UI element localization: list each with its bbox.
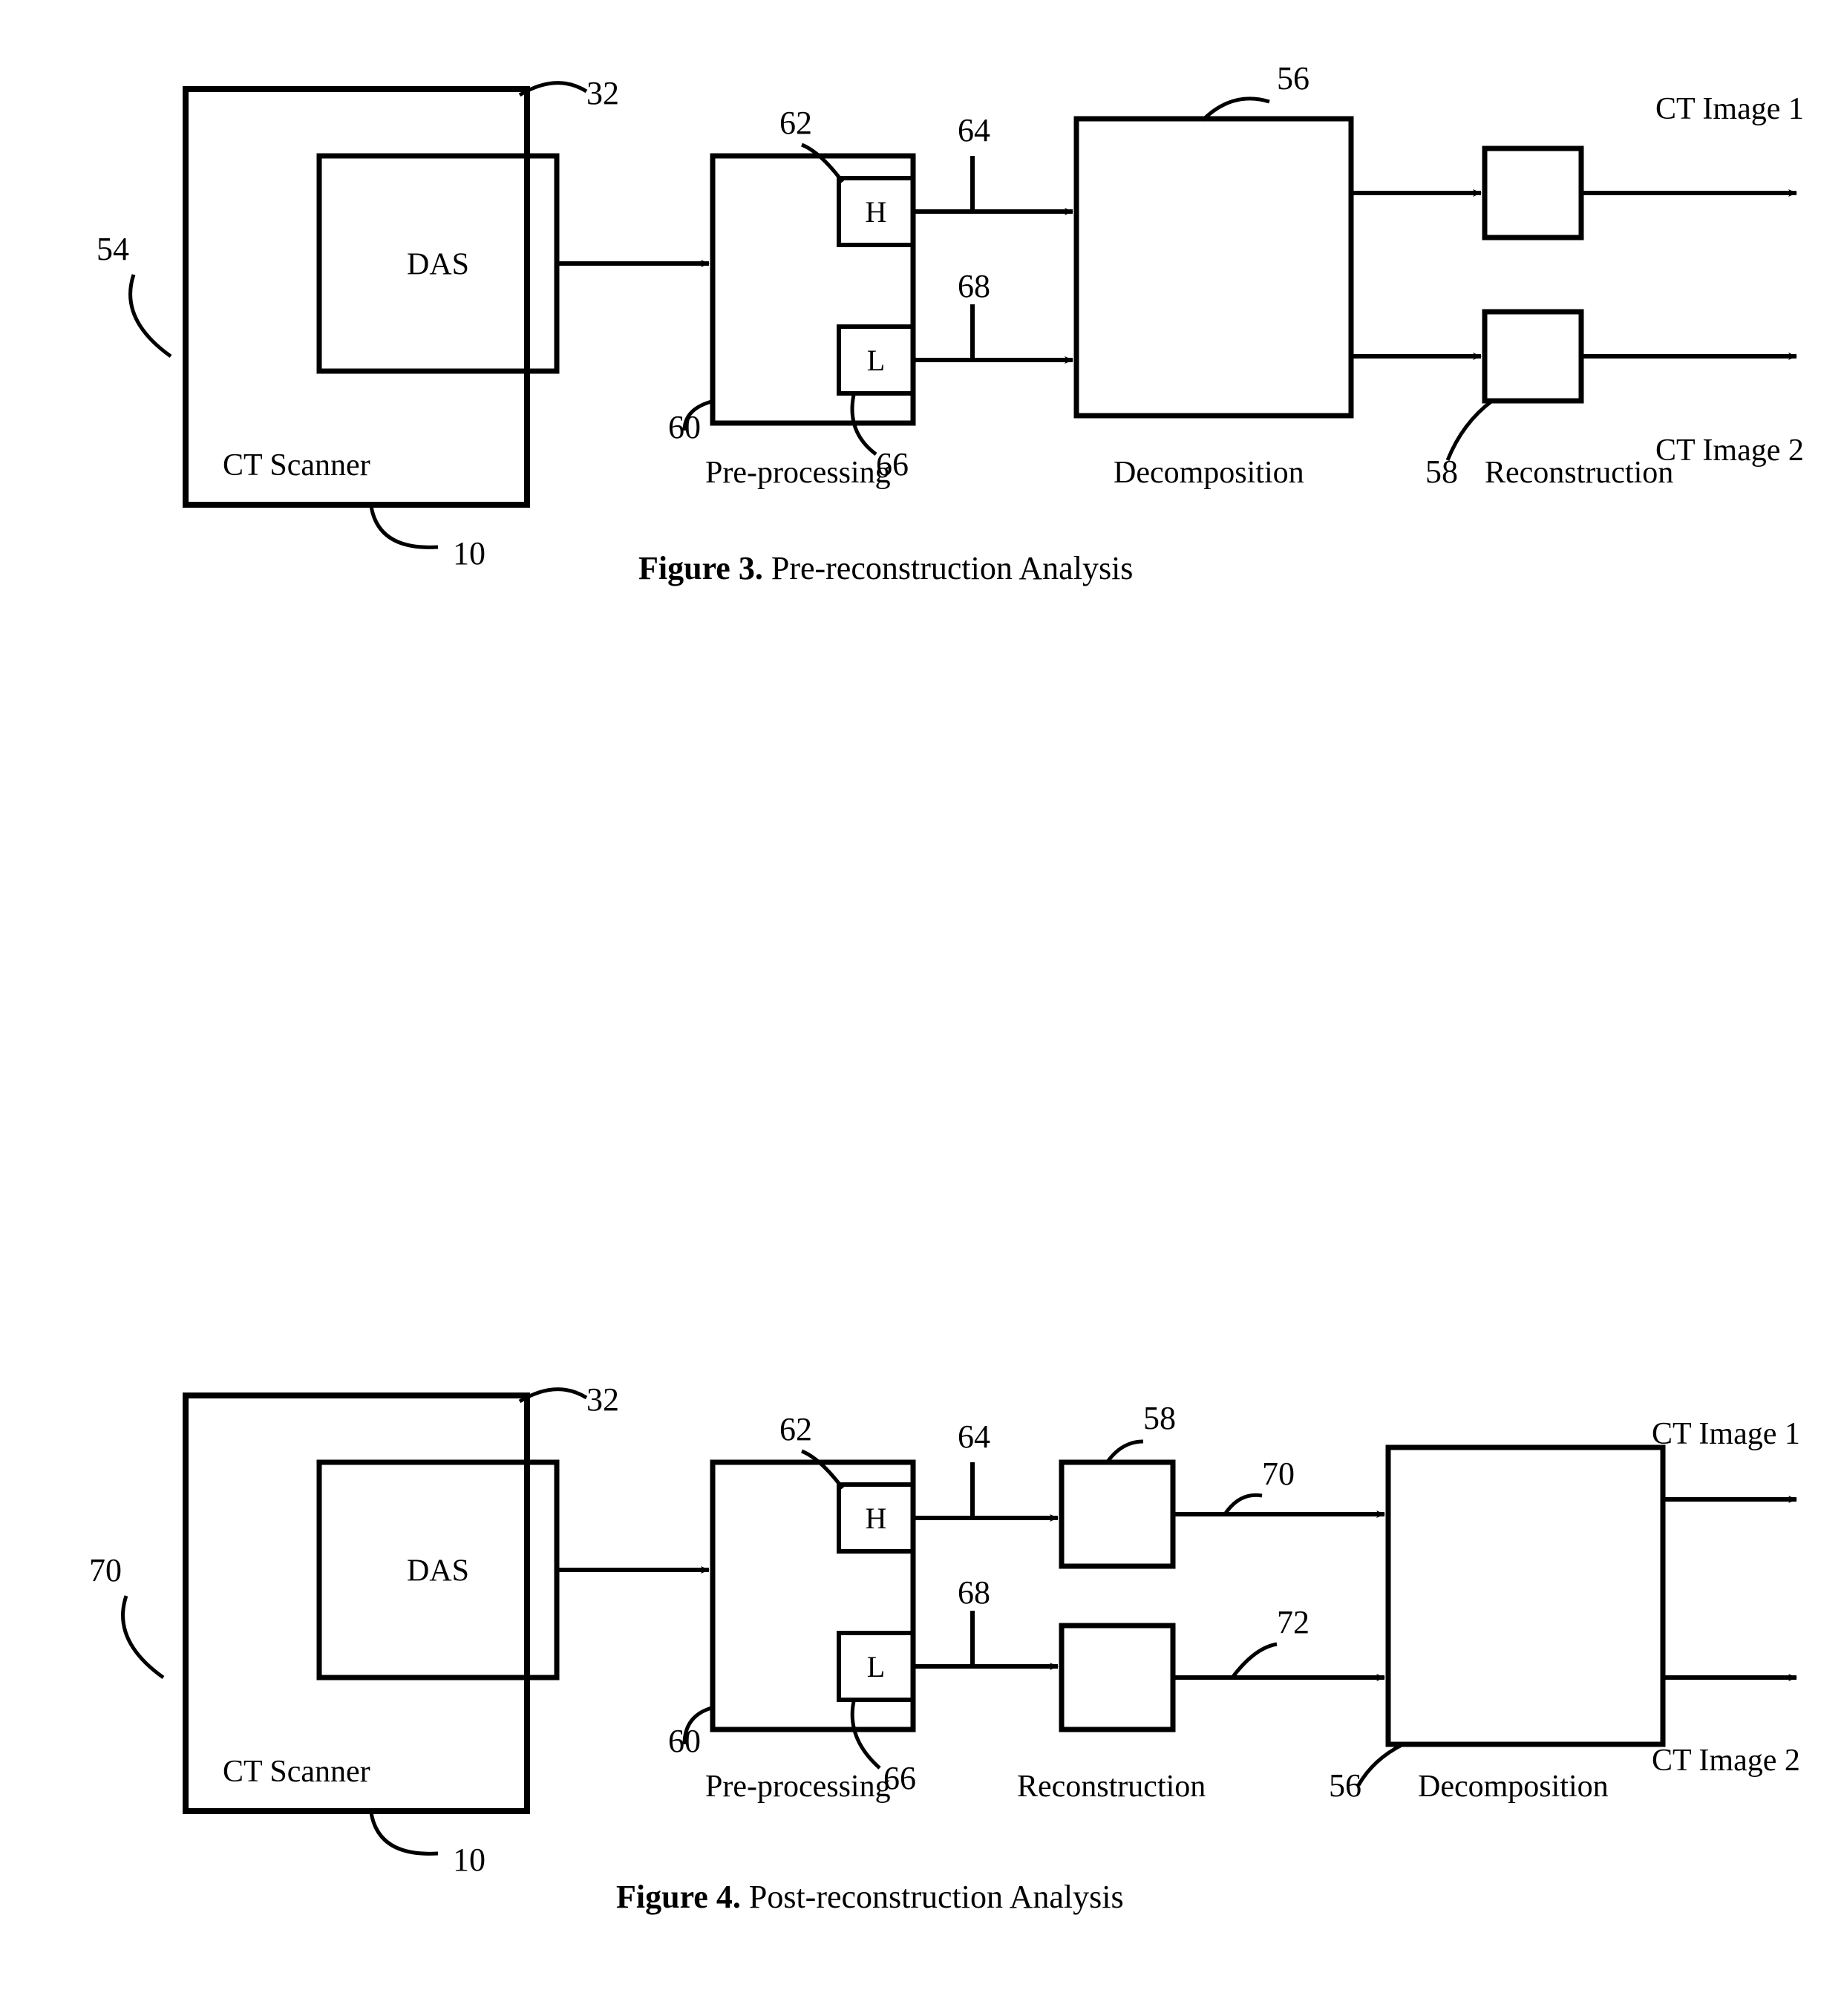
stage4-label: Decomposition	[1418, 1770, 1609, 1804]
callout-ref-56: 56	[1277, 60, 1310, 96]
callout-leader	[1225, 1495, 1262, 1514]
callout-leader	[802, 1451, 843, 1488]
das-label: DAS	[407, 1554, 469, 1588]
callout-leader	[371, 506, 438, 547]
fig3: DAS CT Scanner Pre-processing H L Decompositi…	[97, 60, 1804, 586]
output-bottom-label: CT Image 2	[1652, 1744, 1800, 1778]
l-label: L	[867, 344, 885, 377]
callout-ref-56: 56	[1329, 1767, 1361, 1804]
figure-caption: Figure 4. Post-reconstruction Analysis	[616, 1879, 1124, 1915]
callout-ref-60: 60	[668, 409, 701, 445]
ct-scanner-box	[186, 1395, 527, 1811]
stage4-bot-box	[1485, 312, 1581, 401]
callout-ref-68: 68	[958, 1574, 990, 1611]
callout-ref-62: 62	[779, 105, 812, 141]
callout-ref-70: 70	[1262, 1456, 1295, 1492]
output-bottom-label: CT Image 2	[1655, 433, 1804, 468]
callout-ref-58: 58	[1143, 1400, 1176, 1436]
callout-ref-10: 10	[453, 1842, 485, 1878]
output-top-label: CT Image 1	[1652, 1417, 1800, 1451]
callout-leader	[802, 145, 843, 182]
h-label: H	[866, 1502, 887, 1535]
callout-leader	[1359, 1744, 1403, 1785]
das-label: DAS	[407, 248, 469, 282]
callout-ref-68: 68	[958, 268, 990, 304]
fig4: DAS CT Scanner Pre-processing H L Reconstruct…	[89, 1381, 1800, 1915]
stage4-top-box	[1485, 148, 1581, 238]
callout-leader	[123, 1596, 163, 1678]
callout-leader	[371, 1813, 438, 1853]
callout-ref-32: 32	[586, 75, 619, 111]
callout-ref-60: 60	[668, 1723, 701, 1759]
callout-ref-72: 72	[1277, 1604, 1310, 1640]
stage3-label: Decomposition	[1114, 456, 1304, 490]
stage3-box	[1076, 119, 1351, 416]
callout-ref-66: 66	[876, 446, 909, 482]
preproc-label: Pre-processing	[705, 456, 891, 490]
callout-ref-70: 70	[89, 1552, 122, 1588]
callout-ref-64: 64	[958, 1418, 990, 1455]
callout-leader	[131, 275, 171, 356]
l-label: L	[867, 1650, 885, 1683]
h-label: H	[866, 195, 887, 229]
callout-ref-54: 54	[97, 231, 129, 267]
callout-ref-64: 64	[958, 112, 990, 148]
callout-leader	[852, 1701, 880, 1768]
stage3-bot-box	[1062, 1626, 1173, 1729]
callout-leader	[1232, 1644, 1277, 1678]
diagram-canvas: DAS CT Scanner Pre-processing H L Decompositi…	[0, 0, 1844, 2016]
callout-ref-62: 62	[779, 1411, 812, 1447]
preproc-label: Pre-processing	[705, 1770, 891, 1804]
callout-ref-58: 58	[1425, 454, 1458, 490]
ct-scanner-label: CT Scanner	[223, 1755, 370, 1789]
stage4-label: Reconstruction	[1485, 456, 1673, 490]
figure-caption: Figure 3. Pre-reconstruction Analysis	[638, 550, 1133, 586]
ct-scanner-label: CT Scanner	[223, 448, 370, 482]
callout-ref-32: 32	[586, 1381, 619, 1418]
callout-ref-10: 10	[453, 535, 485, 572]
stage3-top-box	[1062, 1462, 1173, 1566]
stage4-box	[1388, 1447, 1663, 1744]
stage3-label: Reconstruction	[1017, 1770, 1206, 1804]
callout-leader	[1448, 401, 1492, 460]
output-top-label: CT Image 1	[1655, 92, 1804, 126]
ct-scanner-box	[186, 89, 527, 505]
callout-ref-66: 66	[883, 1760, 916, 1796]
